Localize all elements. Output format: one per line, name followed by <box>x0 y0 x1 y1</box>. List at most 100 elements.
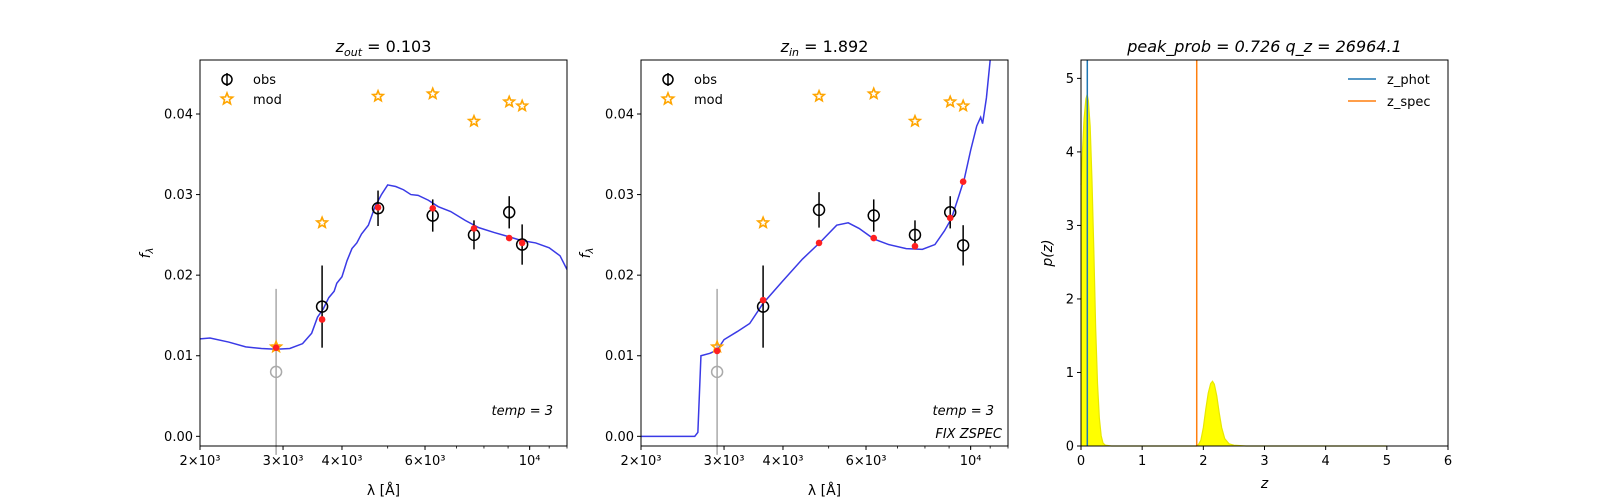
panel-zout-xtick-label-1: 3×10³ <box>263 454 304 469</box>
panel-zin-title-base: z <box>780 37 790 56</box>
panel-pz-ytick-label-0: 0 <box>1066 440 1074 455</box>
panel-zout-mod-point-1 <box>314 215 330 229</box>
panel-zin-legend-mod-marker <box>660 90 676 106</box>
panel-pz-ytick-label-2: 2 <box>1066 292 1074 307</box>
panel-zin-ylabel-base: f <box>578 251 594 258</box>
panel-zout-legend-obs-marker <box>221 73 233 86</box>
panel-zin-fit-point-0 <box>713 347 721 355</box>
panel-zin-legend-mod-label: mod <box>694 93 723 108</box>
panel-pz-ytick-label-4: 4 <box>1066 145 1074 160</box>
panel-zin-xtick-label-2: 4×10³ <box>763 454 804 469</box>
panel-zin-obs-masked-point <box>710 288 724 455</box>
panel-pz-xlabel: z <box>1260 476 1269 492</box>
panel-zin-obs-point-5 <box>956 225 970 266</box>
panel-zin-ylabel: fλ <box>578 248 596 259</box>
panel-zout-title-base: z <box>335 37 345 56</box>
panel-zout-mod-point-2 <box>370 88 386 103</box>
panel-zout-legend-obs-label: obs <box>253 73 276 88</box>
panel-zout-obs-point-4 <box>502 196 516 229</box>
panel-zout-ylabel-sub: λ <box>145 248 156 255</box>
panel-zin-mod-point-5 <box>942 94 958 109</box>
panel-zin-xtick-label-0: 2×10³ <box>621 454 662 469</box>
panel-zout-obs-point-0 <box>315 265 329 348</box>
panel-pz-ytick-label-3: 3 <box>1066 219 1074 234</box>
panel-pz-legend-zphot-label: z_phot <box>1387 73 1430 88</box>
panel-zout-fit-point-5 <box>505 234 513 242</box>
panel-zin-mod-point-6 <box>955 98 971 113</box>
panel-zout-mod-point-6 <box>514 98 530 113</box>
panel-zin-fit-point-5 <box>946 214 954 222</box>
panel-zin-mod-point-3 <box>866 86 882 101</box>
panel-zin-fit-point-3 <box>870 234 878 242</box>
panel-zin: 0.00 0.01 0.02 0.03 0.04 2×10³ 3×10³ 4×10³ 6×10³… <box>578 37 1009 499</box>
panel-zout-fit-point-2 <box>374 204 382 211</box>
panel-zin-frame <box>641 60 1008 446</box>
panel-zin-obs-point-2 <box>867 199 880 232</box>
panel-zin-ytick-label-3: 0.03 <box>605 188 634 203</box>
panel-pz-ylabel: p(z) <box>1040 239 1056 267</box>
panel-zin-annotation-temp: temp = 3 <box>933 404 994 419</box>
panel-zout-fit-point-6 <box>518 239 526 247</box>
panel-zin-xtick-label-1: 3×10³ <box>704 454 745 469</box>
panel-zout-title-rest: = 0.103 <box>362 37 431 56</box>
panel-pz-xtick-label-5: 5 <box>1383 454 1391 469</box>
panel-zin-ytick-label-1: 0.01 <box>605 349 634 364</box>
panel-zout-mod-point-5 <box>501 94 517 109</box>
panel-zout-title: zout = 0.103 <box>335 37 432 59</box>
panel-pz-xtick-label-1: 1 <box>1138 454 1146 469</box>
panel-pz-legend-zspec-label: z_spec <box>1387 95 1431 110</box>
panel-zout-ytick-label-1: 0.01 <box>164 349 193 364</box>
panel-zin-mod-point-1 <box>755 215 771 229</box>
panel-zout-xlabel: λ [Å] <box>367 482 400 499</box>
panel-zin-ytick-label-4: 0.04 <box>605 107 634 122</box>
panel-zout-ytick-label-0: 0.00 <box>164 430 193 445</box>
panel-zout-xtick-label-4: 10⁴ <box>519 454 541 469</box>
panel-zin-title-sub: in <box>789 46 799 59</box>
panel-zout-frame <box>200 60 567 446</box>
panel-zin-legend: obs mod <box>660 73 723 108</box>
panel-zin-ytick-label-0: 0.00 <box>605 430 634 445</box>
panel-pz-frame <box>1081 60 1448 446</box>
panel-zin-xtick-label-4: 10⁴ <box>960 454 982 469</box>
panel-zout-ylabel-base: f <box>138 251 154 258</box>
panel-zout-ytick-label-3: 0.03 <box>164 188 193 203</box>
panel-zout-fit-point-3 <box>429 204 437 212</box>
panel-zin-legend-obs-label: obs <box>694 73 717 88</box>
panel-pz-legend: z_phot z_spec <box>1348 73 1431 110</box>
panel-pz-ytick-label-5: 5 <box>1066 72 1074 87</box>
panel-zin-mod-point-2 <box>811 88 827 103</box>
panel-zout-legend-mod-label: mod <box>253 93 282 108</box>
panel-zout-mod-point-3 <box>425 86 441 101</box>
panel-zout-ytick-label-4: 0.04 <box>164 107 193 122</box>
panel-zout-obs-masked-point <box>269 288 283 455</box>
panel-zout-xtick-label-2: 4×10³ <box>322 454 363 469</box>
panel-zin-title-rest: = 1.892 <box>799 37 868 56</box>
panel-zout-ytick-label-2: 0.02 <box>164 269 193 284</box>
panel-zout-title-sub: out <box>344 46 363 59</box>
panel-pz-xtick-label-4: 4 <box>1322 454 1330 469</box>
panel-zout-xtick-label-0: 2×10³ <box>180 454 221 469</box>
panel-zin-xlabel: λ [Å] <box>808 482 841 499</box>
panel-zout-annotation-temp: temp = 3 <box>492 404 553 419</box>
panel-zin-title: zin = 1.892 <box>780 37 869 59</box>
panel-pz-ytick-label-1: 1 <box>1066 366 1074 381</box>
panel-zout-fit-point-1 <box>318 316 326 323</box>
panel-zin-mod-point-4 <box>907 113 923 128</box>
panel-zin-fit-point-1 <box>759 296 767 304</box>
panel-zin-ylabel-sub: λ <box>585 248 596 255</box>
panel-zin-legend-obs-marker <box>662 73 674 86</box>
panel-zout-legend-mod-marker <box>219 90 235 106</box>
panel-zout-xtick-label-3: 6×10³ <box>405 454 446 469</box>
panel-zout-ylabel: fλ <box>138 248 156 259</box>
panel-zout-sed-line <box>200 184 567 351</box>
panel-zout-fit-point-4 <box>470 225 478 232</box>
panel-pz-xtick-label-2: 2 <box>1199 454 1207 469</box>
panel-zout-legend: obs mod <box>219 73 282 108</box>
panel-zin-fit-point-2 <box>815 239 823 247</box>
panel-pz-xtick-label-3: 3 <box>1260 454 1268 469</box>
panel-zin-fit-point-4 <box>911 242 919 250</box>
panel-zout: 0.00 0.01 0.02 0.03 0.04 2×10³ 3×10³ 4×10³ 6×10³… <box>138 37 568 499</box>
panel-zin-xtick-label-3: 6×10³ <box>846 454 887 469</box>
panel-zin-fit-point-6 <box>959 178 967 185</box>
